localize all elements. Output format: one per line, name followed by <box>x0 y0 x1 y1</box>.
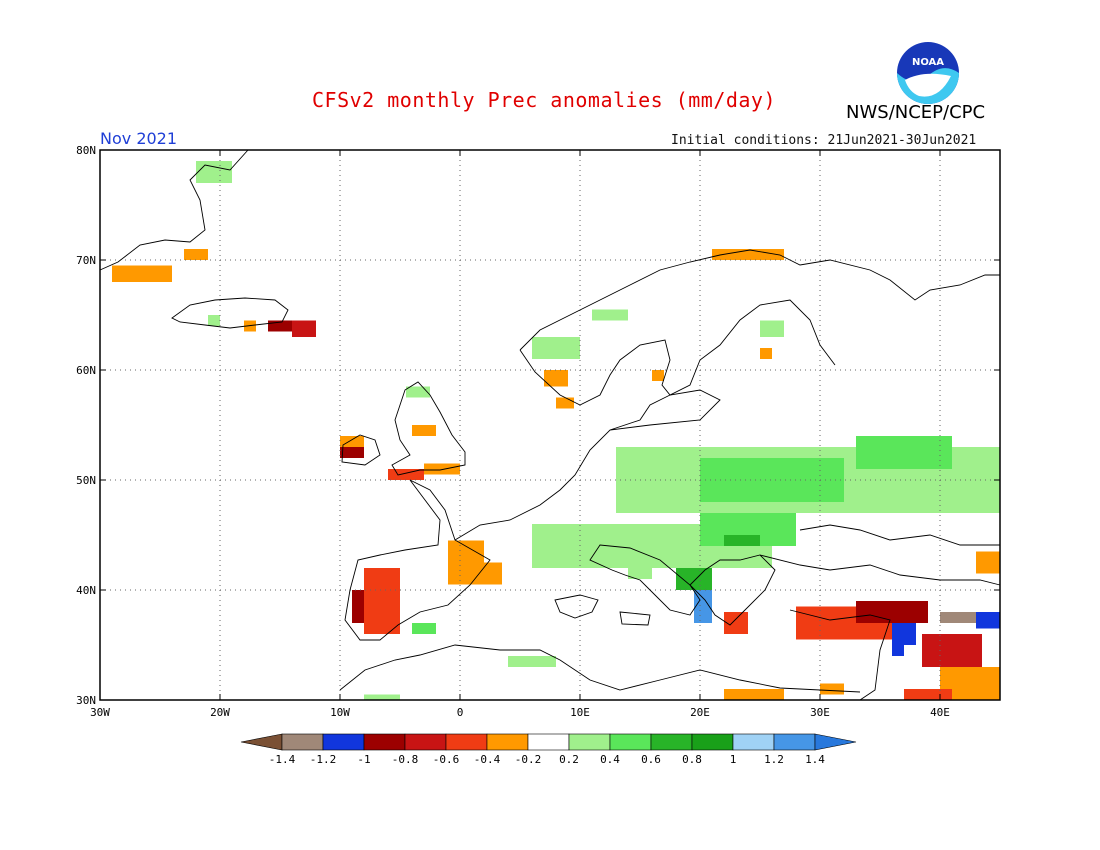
anomaly-cell <box>406 386 430 398</box>
anomaly-cell <box>652 370 664 381</box>
legend-label: -1.4 <box>269 753 296 766</box>
anomaly-cell <box>976 551 1000 574</box>
anomaly-cell <box>484 562 502 585</box>
graticule <box>100 150 1000 700</box>
anomaly-cell <box>196 161 232 183</box>
lat-label: 70N <box>76 254 96 267</box>
legend-swatch <box>404 733 447 751</box>
legend-label: 1.2 <box>764 753 784 766</box>
anomaly-cell <box>904 689 952 700</box>
anomaly-cell <box>760 320 784 337</box>
lon-label: 0 <box>457 706 464 719</box>
lon-label: 10E <box>570 706 590 719</box>
anomaly-cell <box>856 436 952 469</box>
legend-label: 0.2 <box>559 753 579 766</box>
anomaly-cell <box>268 320 292 332</box>
forecast-month: Nov 2021 <box>100 129 178 148</box>
legend-swatch <box>691 733 734 751</box>
anomaly-cell <box>922 634 982 667</box>
anomaly-cell <box>676 568 712 590</box>
legend-swatch <box>609 733 652 751</box>
organization-label: NWS/NCEP/CPC <box>846 102 986 123</box>
anomaly-cell <box>724 535 760 546</box>
anomaly-cell <box>940 612 976 623</box>
map-frame <box>99 149 1001 701</box>
lat-label: 50N <box>76 474 96 487</box>
legend-label: 0.8 <box>682 753 702 766</box>
lon-label: 10W <box>330 706 350 719</box>
anomaly-cell <box>976 612 1000 629</box>
anomaly-cell <box>532 337 580 359</box>
legend-swatch <box>773 733 816 751</box>
lat-label: 60N <box>76 364 96 377</box>
legend-swatch <box>240 733 283 751</box>
legend-swatch <box>363 733 406 751</box>
anomaly-cell <box>724 612 748 634</box>
legend-swatch <box>445 733 488 751</box>
anomaly-cell <box>820 683 844 695</box>
lat-label: 80N <box>76 144 96 157</box>
legend-label: -0.8 <box>392 753 419 766</box>
legend-label: 1.4 <box>805 753 825 766</box>
lon-label: 20W <box>210 706 230 719</box>
anomaly-cell <box>556 397 574 409</box>
anomaly-cell <box>712 249 784 260</box>
chart-title: CFSv2 monthly Prec anomalies (mm/day) <box>312 88 777 112</box>
noaa-logo-icon: NOAA <box>897 42 959 104</box>
legend-label: -1 <box>357 753 370 766</box>
legend-label: -0.4 <box>474 753 501 766</box>
anomaly-cell <box>544 370 568 387</box>
legend-label: -0.2 <box>515 753 542 766</box>
legend-swatch <box>814 733 857 751</box>
anomaly-cell <box>364 694 400 700</box>
legend-swatch <box>568 733 611 751</box>
lat-label: 30N <box>76 694 96 707</box>
legend-swatch <box>732 733 775 751</box>
anomaly-cell <box>760 348 772 359</box>
anomaly-cell <box>508 656 556 667</box>
anomaly-cell <box>340 447 364 458</box>
anomaly-cell <box>352 590 364 623</box>
legend-label: 0.4 <box>600 753 620 766</box>
logo-text: NOAA <box>912 57 944 68</box>
coastlines <box>99 149 1001 701</box>
lon-label: 30W <box>90 706 110 719</box>
legend-label: -0.6 <box>433 753 460 766</box>
anomaly-cell <box>592 309 628 321</box>
anomaly-cell <box>388 469 424 480</box>
anomaly-cell <box>724 689 784 700</box>
legend-swatch <box>281 733 324 751</box>
anomaly-cell <box>412 623 436 634</box>
anomaly-cell <box>424 463 460 475</box>
initial-conditions: Initial conditions: 21Jun2021-30Jun2021 <box>671 133 977 148</box>
legend-swatch <box>486 733 529 751</box>
anomaly-cell <box>208 315 220 326</box>
anomaly-cell <box>184 249 208 260</box>
anomaly-cell <box>292 320 316 337</box>
legend-label: -1.2 <box>310 753 337 766</box>
anomaly-cells <box>112 161 1000 700</box>
anomaly-cell <box>892 639 904 656</box>
anomaly-cell <box>412 425 436 436</box>
lat-label: 40N <box>76 584 96 597</box>
lon-label: 30E <box>810 706 830 719</box>
anomaly-cell <box>340 436 364 447</box>
anomaly-cell <box>856 601 928 623</box>
anomaly-cell <box>448 540 484 585</box>
color-legend: -1.4 -1.2 -1 -0.8 -0.6 -0.4 -0.2 0.2 0.4 0.6 0.8 1 1… <box>240 733 857 766</box>
legend-label: 0.6 <box>641 753 661 766</box>
anomaly-cell <box>112 265 172 282</box>
legend-swatch <box>527 733 570 751</box>
anomaly-cell <box>700 458 844 502</box>
anomaly-cell <box>628 568 652 579</box>
legend-label: 1 <box>730 753 737 766</box>
lon-label: 40E <box>930 706 950 719</box>
legend-swatch <box>650 733 693 751</box>
legend-swatch <box>322 733 365 751</box>
anomaly-cell <box>364 568 400 634</box>
lon-label: 20E <box>690 706 710 719</box>
